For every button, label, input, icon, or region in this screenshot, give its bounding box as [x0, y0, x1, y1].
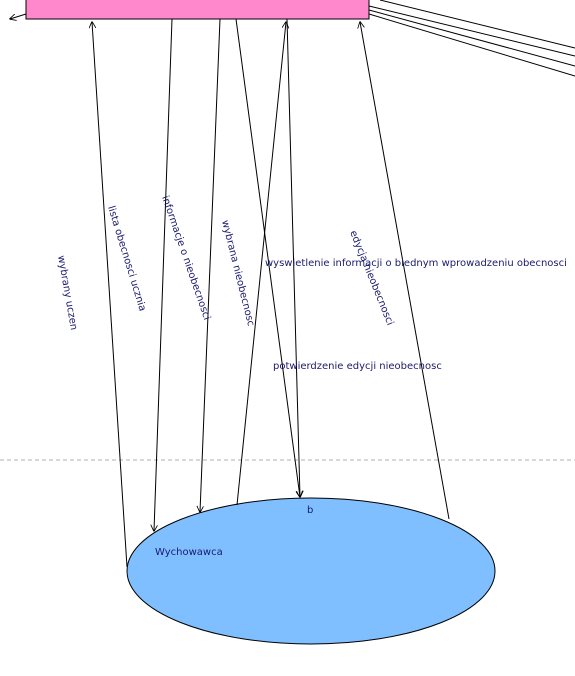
edge-right-4	[379, 0, 575, 49]
actor-ellipse[interactable]	[126, 497, 496, 645]
node-label-b: b	[307, 505, 313, 516]
edge-right-2	[368, 9, 575, 67]
edge-right-1	[368, 5, 575, 57]
flow-label-wyswietlenie: wyswietlenie informacji o blednym wprowa…	[265, 258, 567, 269]
flow-label-wybrany-uczen: wybrany uczen	[55, 255, 79, 331]
actor-name: Wychowawca	[155, 547, 223, 558]
flow-wyswietlenie[interactable]	[235, 18, 300, 497]
flow-wybrany-uczen[interactable]	[92, 22, 128, 568]
flow-label-wybrana-nieobecnosc: wybrana nieobecnosc	[219, 219, 256, 327]
flow-label-informacje: informacje o nieobecnosci	[159, 194, 212, 321]
edge-left-1	[10, 13, 27, 19]
process-box[interactable]	[25, 0, 370, 20]
flow-edycja[interactable]	[360, 22, 450, 520]
flow-informacje[interactable]	[200, 18, 221, 512]
flow-potwierdzenie[interactable]	[286, 18, 300, 497]
flow-label-edycja: edycja nieobecnosci	[347, 229, 395, 327]
flow-lista-obecnosci[interactable]	[154, 18, 173, 531]
flow-label-lista-obecnosci: lista obecnosci ucznia	[105, 205, 148, 313]
flow-label-potwierdzenie: potwierdzenie edycji nieobecnosc	[273, 361, 442, 372]
edge-right-3	[368, 13, 575, 77]
flow-wybrana-nieobecnosc[interactable]	[236, 22, 286, 506]
